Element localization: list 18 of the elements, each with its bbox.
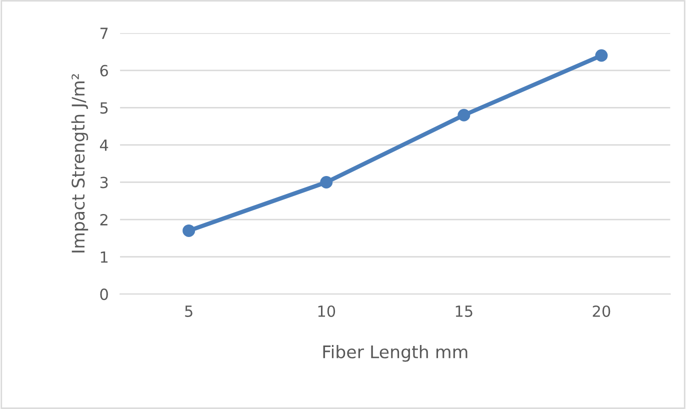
point [458, 108, 470, 122]
point [182, 224, 196, 237]
x-tick-label: 20 [592, 305, 610, 318]
y-tick-label: 1 [100, 251, 108, 263]
point [595, 49, 608, 62]
y-tick-label: 7 [100, 28, 108, 39]
y-tick-label: 4 [100, 140, 108, 151]
x-axis-title: Fiber Length mm [323, 344, 468, 362]
x-tick-label: 15 [456, 306, 472, 318]
point [320, 176, 333, 188]
y-tick-label: 6 [100, 64, 108, 76]
x-tick-label: 5 [185, 306, 192, 318]
y-tick-label: 5 [100, 102, 108, 114]
y-tick-label: 3 [100, 176, 108, 188]
y-tick-label: 0 [100, 288, 108, 300]
y-axis-title: Impact Strength J/m² [71, 74, 88, 252]
y-tick-label: 2 [100, 214, 108, 226]
x-tick-label: 10 [318, 305, 336, 318]
